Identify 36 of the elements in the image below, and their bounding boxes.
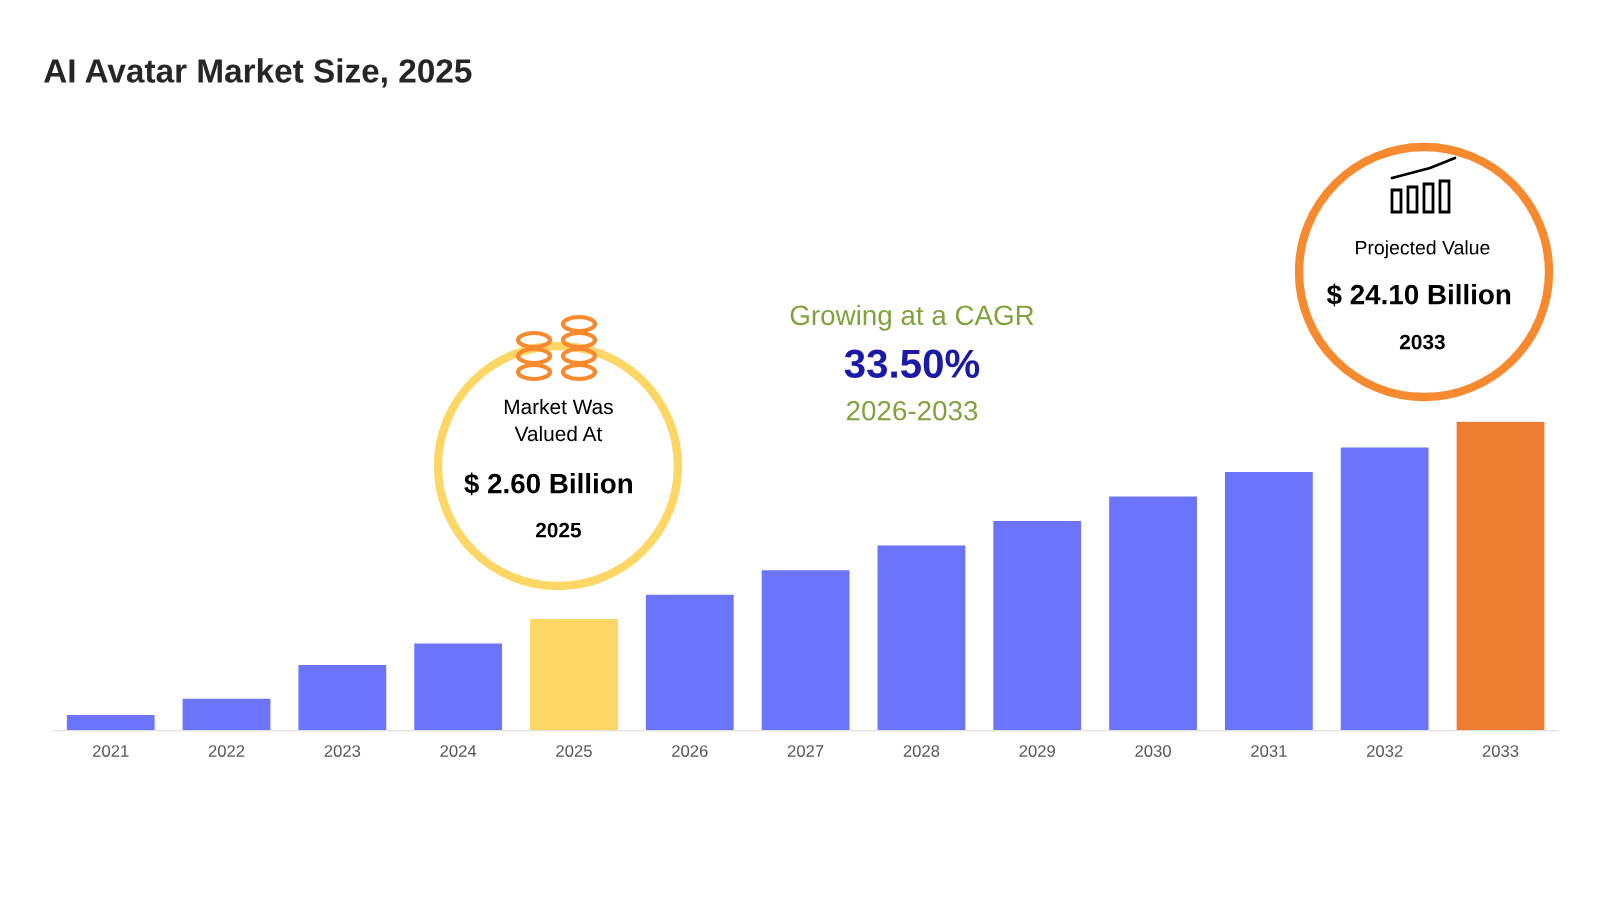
text: 33.50% [844, 349, 980, 379]
bar [181, 697, 272, 731]
x-tick-label: 2029 [1019, 745, 1055, 757]
bar [412, 642, 504, 731]
x-tick-label: 2025 [556, 745, 592, 757]
bar [1107, 495, 1199, 731]
x-tick-label: 2028 [903, 745, 940, 757]
text: 2033 [1399, 334, 1445, 350]
annotation: $ 2.60 Billion [464, 472, 632, 496]
x-tick-label: 2024 [440, 745, 477, 757]
bar [1223, 470, 1315, 731]
bar [528, 617, 620, 731]
bar [1339, 446, 1430, 731]
annotation: 2025 [535, 522, 581, 538]
text: 2026-2033 [846, 400, 978, 421]
x-tick-label: 2023 [324, 745, 361, 757]
x-tick-label: 2031 [1251, 745, 1287, 757]
bar [760, 568, 851, 731]
x-tick-label: 2022 [208, 745, 245, 757]
text: Projected Value [1356, 240, 1490, 259]
chart-title: AI Avatar Market Size, 2025 [44, 58, 472, 88]
x-tick-label: 2021 [93, 745, 129, 757]
x-tick-label: 2030 [1135, 745, 1171, 757]
bar [644, 593, 736, 731]
annotation: Market Was Valued At [504, 398, 613, 442]
bar [991, 519, 1083, 731]
x-tick-label: 2027 [787, 745, 824, 757]
bar [876, 544, 967, 731]
bar [1455, 421, 1546, 731]
text: $ 24.10 Billion [1326, 283, 1511, 307]
text: Growing at a CAGR [790, 304, 1034, 331]
bar [297, 663, 388, 731]
x-tick-label: 2026 [672, 745, 708, 757]
x-tick-label: 2032 [1366, 745, 1403, 757]
bar [65, 713, 156, 731]
x-tick-label: 2033 [1482, 745, 1519, 757]
